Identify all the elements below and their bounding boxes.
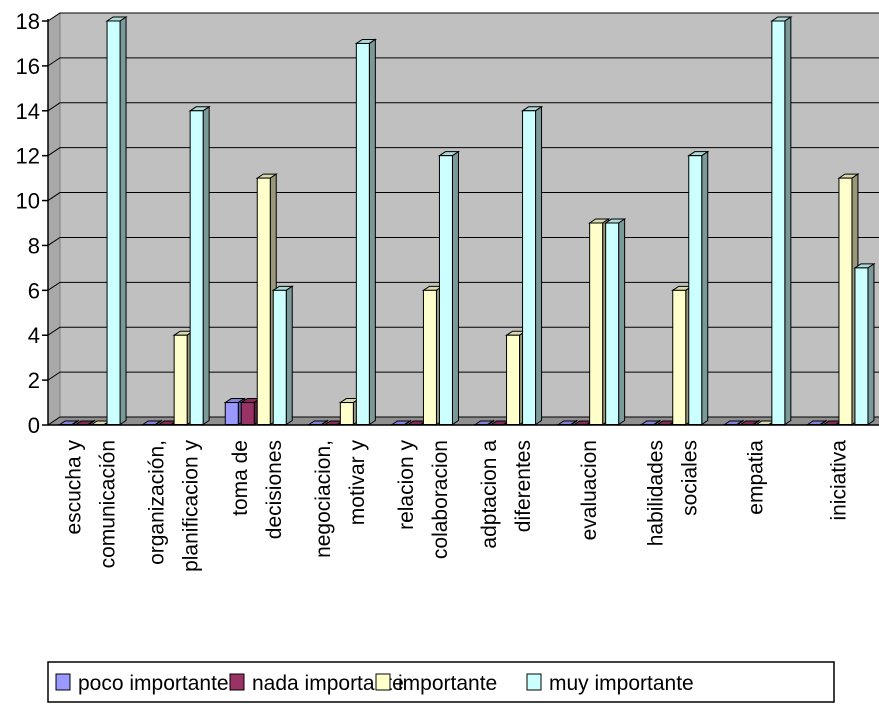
gridline bbox=[47, 147, 879, 157]
x-category-label: adptacion a bbox=[478, 440, 501, 549]
legend-item: importante bbox=[375, 672, 497, 695]
bar-group bbox=[57, 16, 128, 426]
x-category-label: colaboracion bbox=[429, 440, 452, 559]
x-category-label: diferentes bbox=[512, 440, 535, 532]
bar-group bbox=[223, 173, 294, 426]
gridline bbox=[47, 102, 879, 112]
x-category-label: escucha y bbox=[63, 440, 86, 535]
legend-swatch bbox=[55, 673, 71, 691]
bar bbox=[223, 397, 246, 426]
bar bbox=[853, 262, 876, 426]
legend-item: muy importante bbox=[526, 672, 694, 695]
x-category-label: organización, bbox=[146, 440, 169, 565]
bar bbox=[105, 16, 128, 426]
x-category-label: planificacion y bbox=[180, 440, 203, 572]
x-category-label: evaluacion bbox=[578, 440, 601, 540]
y-tick-label: 14 bbox=[16, 99, 40, 124]
plot-walls bbox=[46, 12, 879, 426]
bar-group bbox=[805, 173, 876, 426]
x-category-label: iniciativa bbox=[827, 440, 850, 521]
x-category-label: sociales bbox=[678, 440, 701, 516]
bar bbox=[437, 150, 461, 426]
legend-item: poco importante bbox=[55, 672, 229, 695]
gridline bbox=[47, 57, 879, 67]
legend-label: muy importante bbox=[549, 672, 694, 695]
side-wall bbox=[47, 12, 61, 426]
y-tick-label: 16 bbox=[16, 54, 40, 79]
legend-swatch bbox=[375, 673, 391, 691]
legend-swatch bbox=[229, 673, 245, 691]
y-tick-labels: 0 2 4 6 8 10 12 14 16 18 bbox=[16, 9, 40, 438]
legend-box bbox=[47, 661, 835, 703]
x-category-label: motivar y bbox=[346, 440, 369, 526]
bar-group bbox=[722, 16, 793, 426]
bar bbox=[520, 105, 544, 426]
bar-group bbox=[389, 150, 461, 426]
bar bbox=[354, 38, 378, 426]
bar bbox=[687, 150, 710, 426]
x-category-label: empatia bbox=[744, 440, 767, 515]
legend-label: nada importante bbox=[252, 672, 404, 695]
y-tick-label: 2 bbox=[28, 368, 40, 393]
bar bbox=[770, 16, 793, 426]
legend-label: poco importante bbox=[78, 672, 229, 695]
y-tick-label: 0 bbox=[28, 413, 40, 438]
x-category-label: decisiones bbox=[263, 440, 286, 539]
x-category-label: toma de bbox=[229, 440, 252, 516]
y-tick-label: 12 bbox=[16, 144, 40, 169]
y-tick-label: 10 bbox=[16, 189, 40, 214]
x-category-label: habilidades bbox=[644, 440, 667, 546]
x-category-label: negociacion, bbox=[312, 440, 335, 558]
y-tick-label: 8 bbox=[28, 233, 40, 258]
bar bbox=[271, 285, 294, 426]
x-category-label: relacion y bbox=[395, 440, 418, 530]
y-tick-label: 6 bbox=[28, 278, 40, 303]
legend-item: nada importante bbox=[229, 672, 404, 695]
gridline bbox=[47, 12, 879, 22]
legend: poco importante nada importanteimportante… bbox=[47, 661, 835, 703]
legend-swatch bbox=[526, 673, 542, 691]
y-tick-label: 4 bbox=[28, 323, 40, 348]
bar bbox=[188, 105, 211, 426]
bar-group bbox=[140, 105, 211, 426]
bar-group bbox=[472, 105, 544, 426]
bars bbox=[57, 16, 876, 426]
axes bbox=[42, 19, 879, 426]
x-category-label: comunicación bbox=[97, 440, 120, 568]
x-category-labels: escucha y comunicación organización, planif… bbox=[63, 440, 851, 572]
gridline bbox=[47, 192, 879, 201]
legend-label: importante bbox=[398, 672, 497, 695]
bar bbox=[603, 218, 627, 426]
y-tick-label: 18 bbox=[16, 9, 40, 34]
